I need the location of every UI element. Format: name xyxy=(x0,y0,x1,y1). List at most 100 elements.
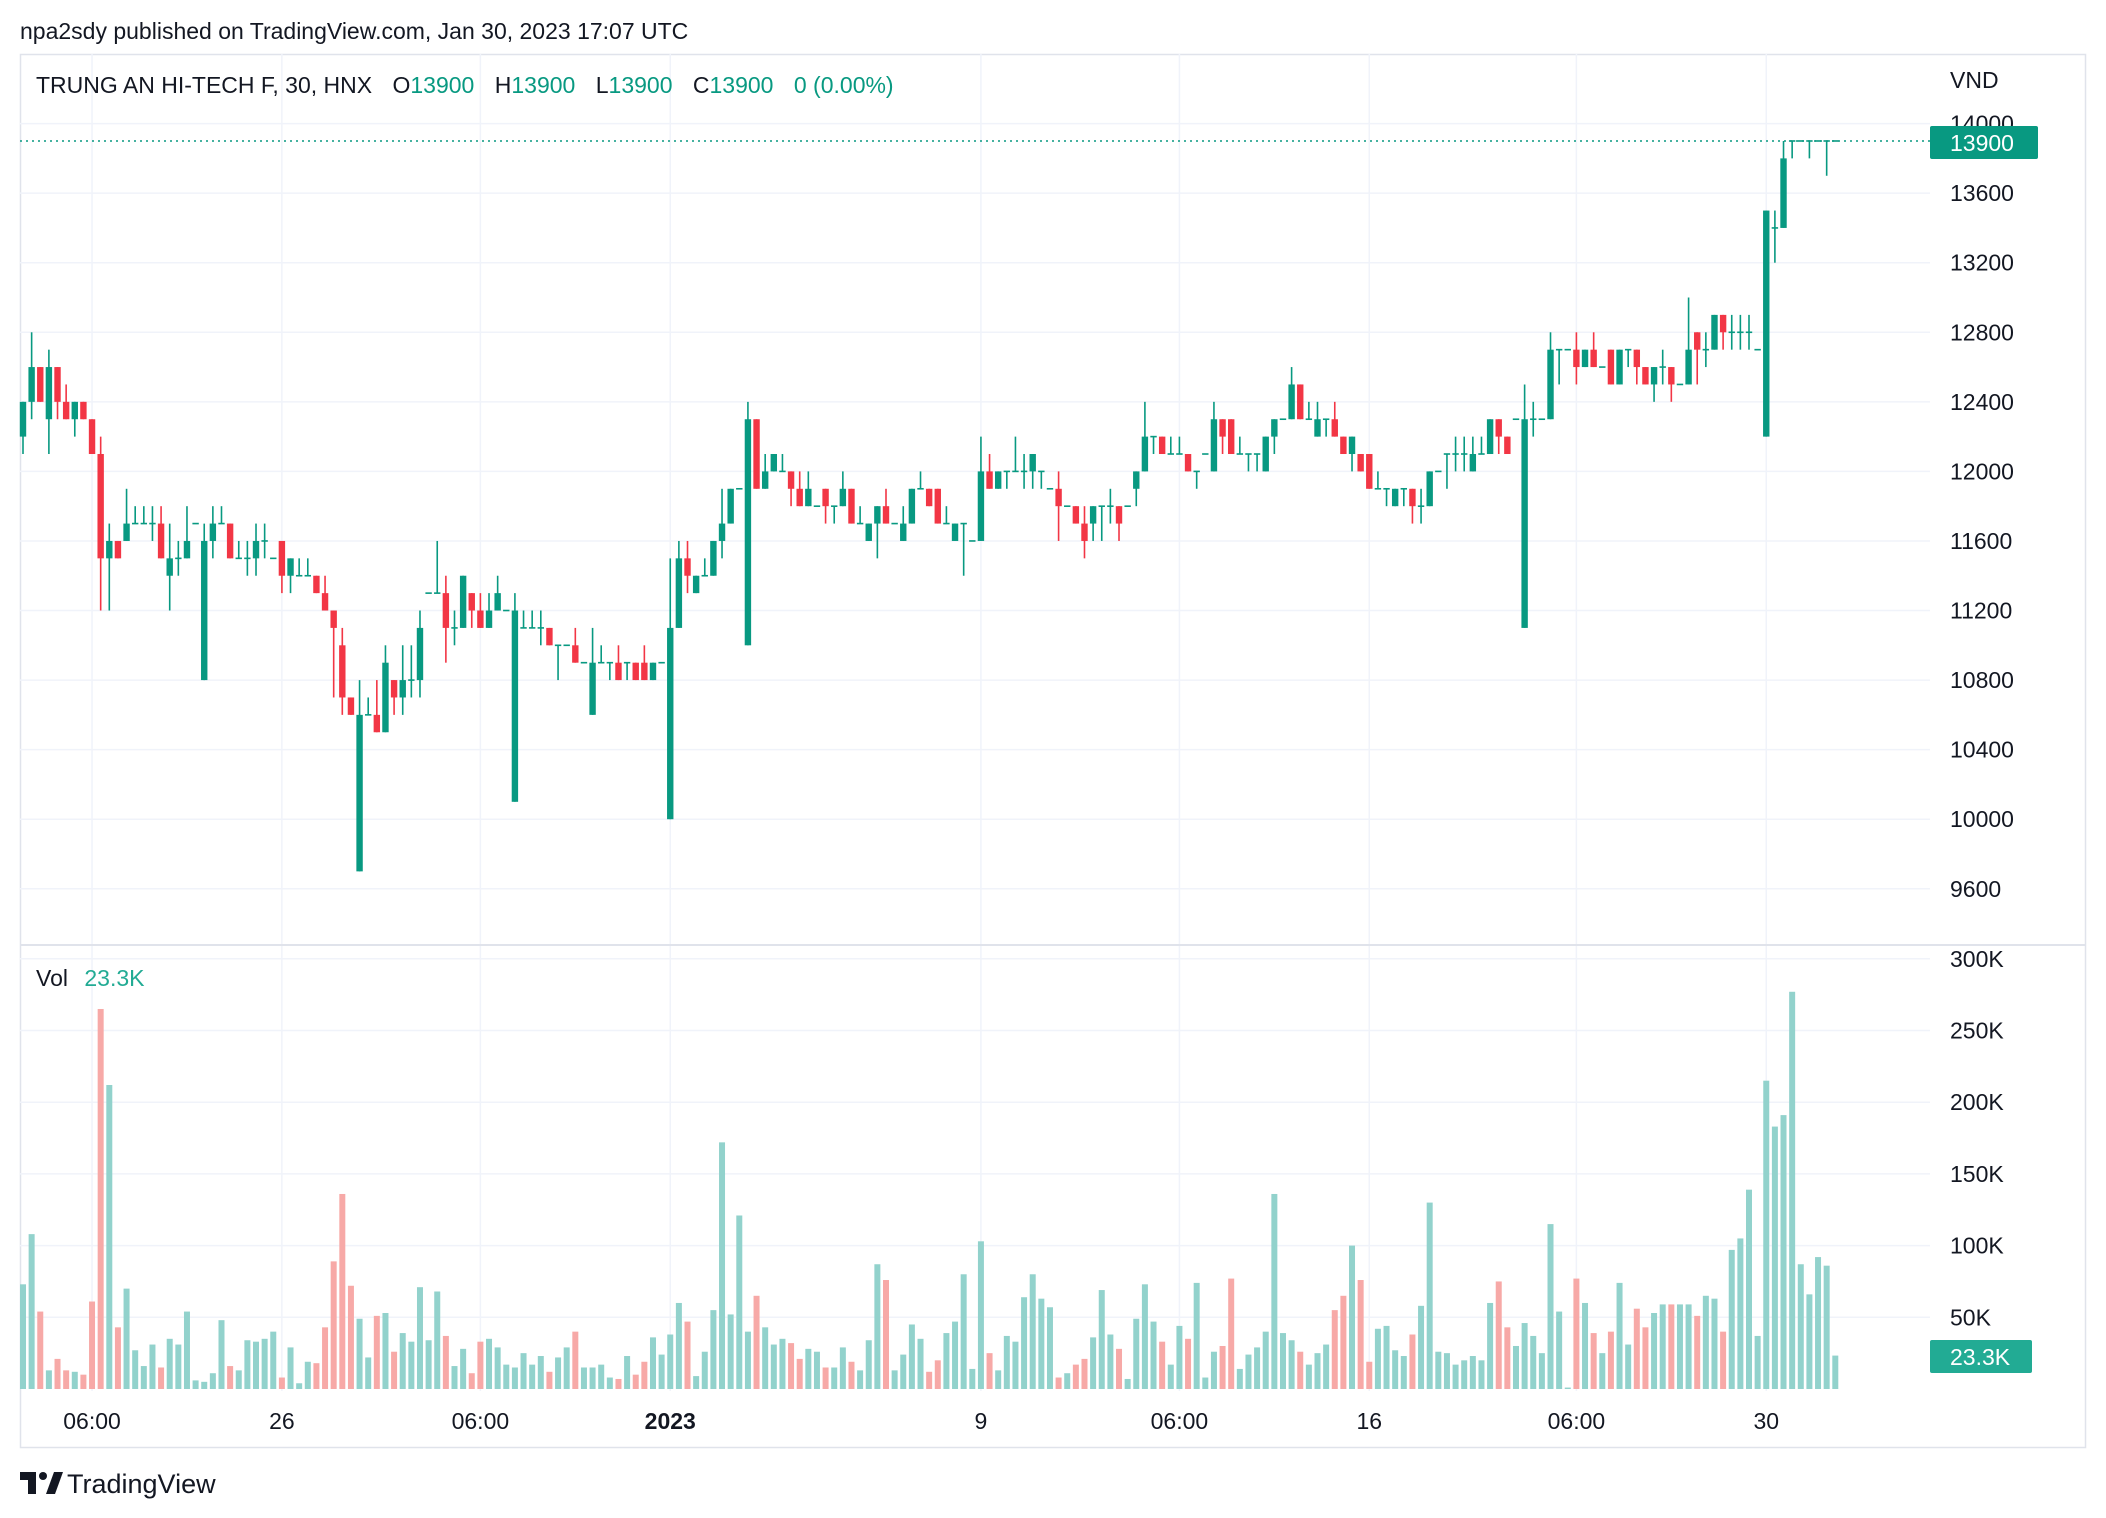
candle-body xyxy=(218,522,225,525)
candle-body xyxy=(1461,453,1468,455)
volume-bar xyxy=(813,1351,820,1389)
volume-bar xyxy=(1435,1351,1442,1389)
candle-body xyxy=(1262,436,1269,472)
volume-legend[interactable]: Vol 23.3K xyxy=(36,965,145,991)
volume-bar xyxy=(158,1367,165,1389)
volume-bar xyxy=(710,1310,717,1389)
candle-body xyxy=(201,540,208,681)
volume-bar xyxy=(253,1341,260,1389)
candle-body xyxy=(226,523,234,559)
volume-bar xyxy=(63,1370,70,1389)
volume-bar xyxy=(1003,1335,1010,1389)
candle-body xyxy=(580,661,588,664)
candle-body xyxy=(1228,419,1235,455)
candle-body xyxy=(1236,453,1244,455)
volume-bar xyxy=(1279,1333,1286,1389)
time-axis[interactable]: 06:00 26 06:00 2023 9 06:00 16 06:00 30 xyxy=(63,1408,1779,1434)
tradingview-logo[interactable]: TradingView xyxy=(20,1469,216,1499)
candle-body xyxy=(753,419,760,489)
volume-bar xyxy=(805,1348,812,1389)
volume-bar xyxy=(606,1377,613,1389)
candle-body xyxy=(1728,331,1735,334)
candle-body xyxy=(1322,418,1330,421)
candle-body xyxy=(1538,418,1546,421)
volume-bar xyxy=(1340,1295,1347,1389)
volume-bar xyxy=(848,1361,855,1389)
candle-body xyxy=(1668,367,1675,385)
volume-bar xyxy=(304,1361,311,1389)
candle-body xyxy=(563,644,570,647)
volume-bar xyxy=(1676,1304,1683,1389)
volume-bar xyxy=(278,1377,285,1389)
volume-bar xyxy=(1150,1321,1157,1389)
volume-bar xyxy=(762,1327,769,1389)
candle-body xyxy=(1832,140,1839,142)
candle-body xyxy=(1771,227,1779,229)
candle-body xyxy=(1581,349,1589,368)
volume-bar xyxy=(788,1343,795,1389)
volume-bar xyxy=(1409,1334,1416,1389)
volume-bar xyxy=(520,1353,527,1389)
volume-bar xyxy=(546,1371,553,1389)
candle-body xyxy=(1340,436,1347,455)
volume-bar xyxy=(1072,1364,1079,1389)
candle-body xyxy=(554,644,562,647)
candle-body xyxy=(390,680,398,698)
candle-body xyxy=(1314,419,1321,437)
price-axis[interactable]: 1400013600132001280012400120001160011200… xyxy=(1950,111,2014,902)
candle-body xyxy=(261,540,268,542)
volume-tick-label: 250K xyxy=(1950,1018,2004,1044)
volume-bar xyxy=(1228,1278,1235,1389)
candle-body xyxy=(856,522,864,525)
volume-bar xyxy=(1314,1353,1321,1389)
volume-bar xyxy=(270,1331,277,1389)
volume-bar xyxy=(511,1367,518,1389)
volume-bar xyxy=(839,1347,846,1389)
candle-body xyxy=(787,471,795,489)
candle-body xyxy=(1253,453,1261,455)
candle-body xyxy=(485,610,493,628)
candle-body xyxy=(1547,349,1554,420)
volume-bar xyxy=(874,1264,881,1389)
volume-bar xyxy=(1789,991,1796,1389)
candle-body xyxy=(1780,158,1787,228)
symbol-name[interactable]: TRUNG AN HI-TECH F, 30, HNX xyxy=(36,72,372,98)
candle-body xyxy=(779,470,786,473)
volume-bar xyxy=(1159,1341,1166,1389)
volume-bar xyxy=(1323,1344,1330,1389)
volume-bar xyxy=(339,1193,346,1389)
volume-bar xyxy=(45,1370,52,1389)
candle-body xyxy=(1564,348,1571,351)
candle-body xyxy=(114,540,122,559)
svg-text:Vol 23.3K: Vol 23.3K xyxy=(36,965,145,991)
volume-bar xyxy=(658,1354,665,1389)
candle-body xyxy=(615,662,622,681)
candle-body xyxy=(1745,331,1753,334)
candle-body xyxy=(287,558,294,576)
volume-bar xyxy=(1400,1356,1407,1389)
symbol-legend[interactable]: TRUNG AN HI-TECH F, 30, HNX O13900 H1390… xyxy=(36,72,894,98)
volume-bar xyxy=(416,1287,423,1389)
candle-body xyxy=(399,680,406,698)
volume-bar xyxy=(736,1215,743,1389)
volume-bar xyxy=(641,1361,648,1389)
candle-body xyxy=(1245,453,1252,455)
candle-body xyxy=(149,522,156,525)
volume-bar xyxy=(296,1383,303,1389)
candle-body xyxy=(1633,349,1641,368)
volume-axis[interactable]: 300K 250K 200K 150K 100K 50K xyxy=(1950,946,2004,1331)
volume-bar xyxy=(382,1312,389,1389)
candle-body xyxy=(727,488,734,524)
candle-body xyxy=(822,488,829,507)
candle-body xyxy=(1391,488,1399,507)
candle-body xyxy=(28,367,35,402)
candle-body xyxy=(1193,470,1200,473)
candle-body xyxy=(1797,140,1804,142)
volume-bar xyxy=(425,1340,432,1389)
candle-body xyxy=(175,557,182,560)
volume-bar xyxy=(1245,1354,1252,1389)
price-tick-label: 13200 xyxy=(1950,250,2014,276)
volume-bar xyxy=(1512,1345,1519,1389)
high-label: H xyxy=(495,72,512,98)
